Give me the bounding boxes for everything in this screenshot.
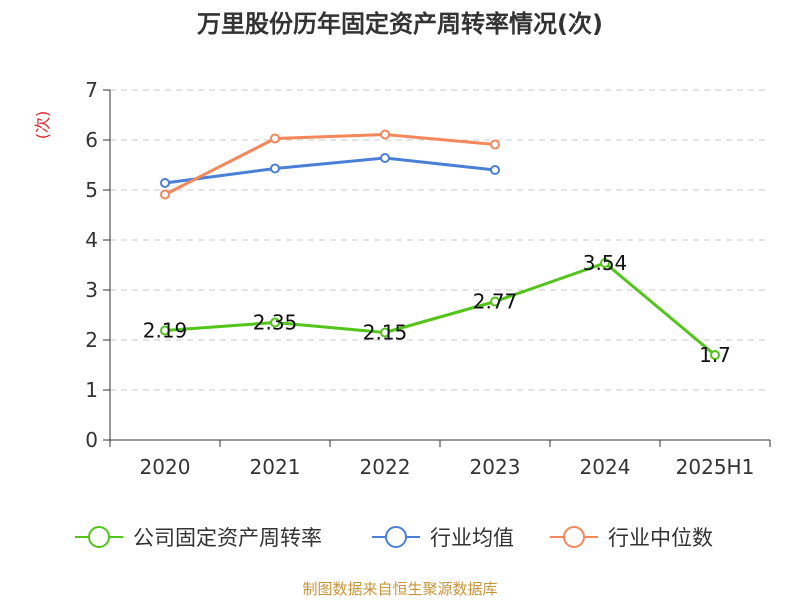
- axes: [103, 89, 771, 447]
- series-0: [160, 258, 720, 360]
- series-group: [160, 129, 720, 360]
- data-label: 2.77: [473, 290, 518, 314]
- legend-item[interactable]: 行业均值: [372, 526, 514, 550]
- data-point[interactable]: [600, 258, 610, 268]
- data-point[interactable]: [490, 165, 500, 175]
- x-tick-label: 2021: [250, 455, 301, 479]
- legend-item[interactable]: 公司固定资产周转率: [75, 526, 322, 550]
- data-point[interactable]: [160, 325, 170, 336]
- legend-label: 公司固定资产周转率: [133, 526, 322, 550]
- data-point[interactable]: [490, 296, 500, 307]
- data-point[interactable]: [160, 178, 170, 188]
- y-tick-label: 2: [85, 328, 98, 352]
- y-tick-label: 4: [85, 228, 98, 252]
- y-tick-label: 1: [85, 378, 98, 402]
- data-label: 3.54: [583, 251, 628, 275]
- y-tick-labels: 0 1 2 3 4 5 6 7: [85, 78, 98, 452]
- legend-marker: [88, 526, 110, 548]
- x-tick-label: 2024: [580, 455, 631, 479]
- series-2: [160, 129, 500, 200]
- source-note: 制图数据来自恒生聚源数据库: [302, 580, 497, 598]
- y-tick-label: 6: [85, 128, 98, 152]
- y-axis-label: (次): [33, 111, 52, 140]
- legend-label: 行业中位数: [608, 526, 713, 550]
- y-tick-label: 5: [85, 178, 98, 202]
- data-labels: 2.19 2.35 2.15 2.77 3.54 1.7: [143, 251, 731, 367]
- y-tick-label: 7: [85, 78, 98, 102]
- data-point[interactable]: [380, 129, 390, 140]
- data-point[interactable]: [490, 139, 500, 150]
- series-line: [164, 261, 716, 357]
- legend-marker: [563, 526, 585, 548]
- legend-marker: [385, 526, 407, 548]
- chart-title: 万里股份历年固定资产周转率情况(次): [197, 10, 603, 38]
- data-point[interactable]: [380, 153, 390, 163]
- data-point[interactable]: [270, 133, 280, 144]
- y-tick-label: 0: [85, 428, 98, 452]
- data-point[interactable]: [160, 189, 170, 200]
- x-tick-labels: 2020 2021 2022 2023 2024 2025H1: [140, 455, 755, 479]
- legend-item[interactable]: 行业中位数: [550, 526, 713, 550]
- data-label: 2.19: [143, 319, 188, 343]
- data-point[interactable]: [380, 327, 390, 338]
- gridlines: [110, 89, 770, 391]
- data-point[interactable]: [270, 163, 280, 174]
- x-tick-label: 2025H1: [676, 455, 755, 479]
- data-point[interactable]: [710, 350, 720, 360]
- series-line: [164, 156, 496, 185]
- x-tick-label: 2023: [470, 455, 521, 479]
- data-label: 2.35: [253, 311, 298, 335]
- y-tick-label: 3: [85, 278, 98, 302]
- data-label: 2.15: [363, 321, 408, 345]
- legend[interactable]: 公司固定资产周转率 行业均值 行业中位数: [75, 526, 713, 550]
- series-1: [160, 153, 500, 188]
- series-line: [164, 133, 496, 196]
- x-tick-label: 2022: [360, 455, 411, 479]
- data-label: 1.7: [699, 343, 731, 367]
- legend-label: 行业均值: [430, 526, 514, 550]
- data-point[interactable]: [270, 317, 280, 328]
- x-tick-label: 2020: [140, 455, 191, 479]
